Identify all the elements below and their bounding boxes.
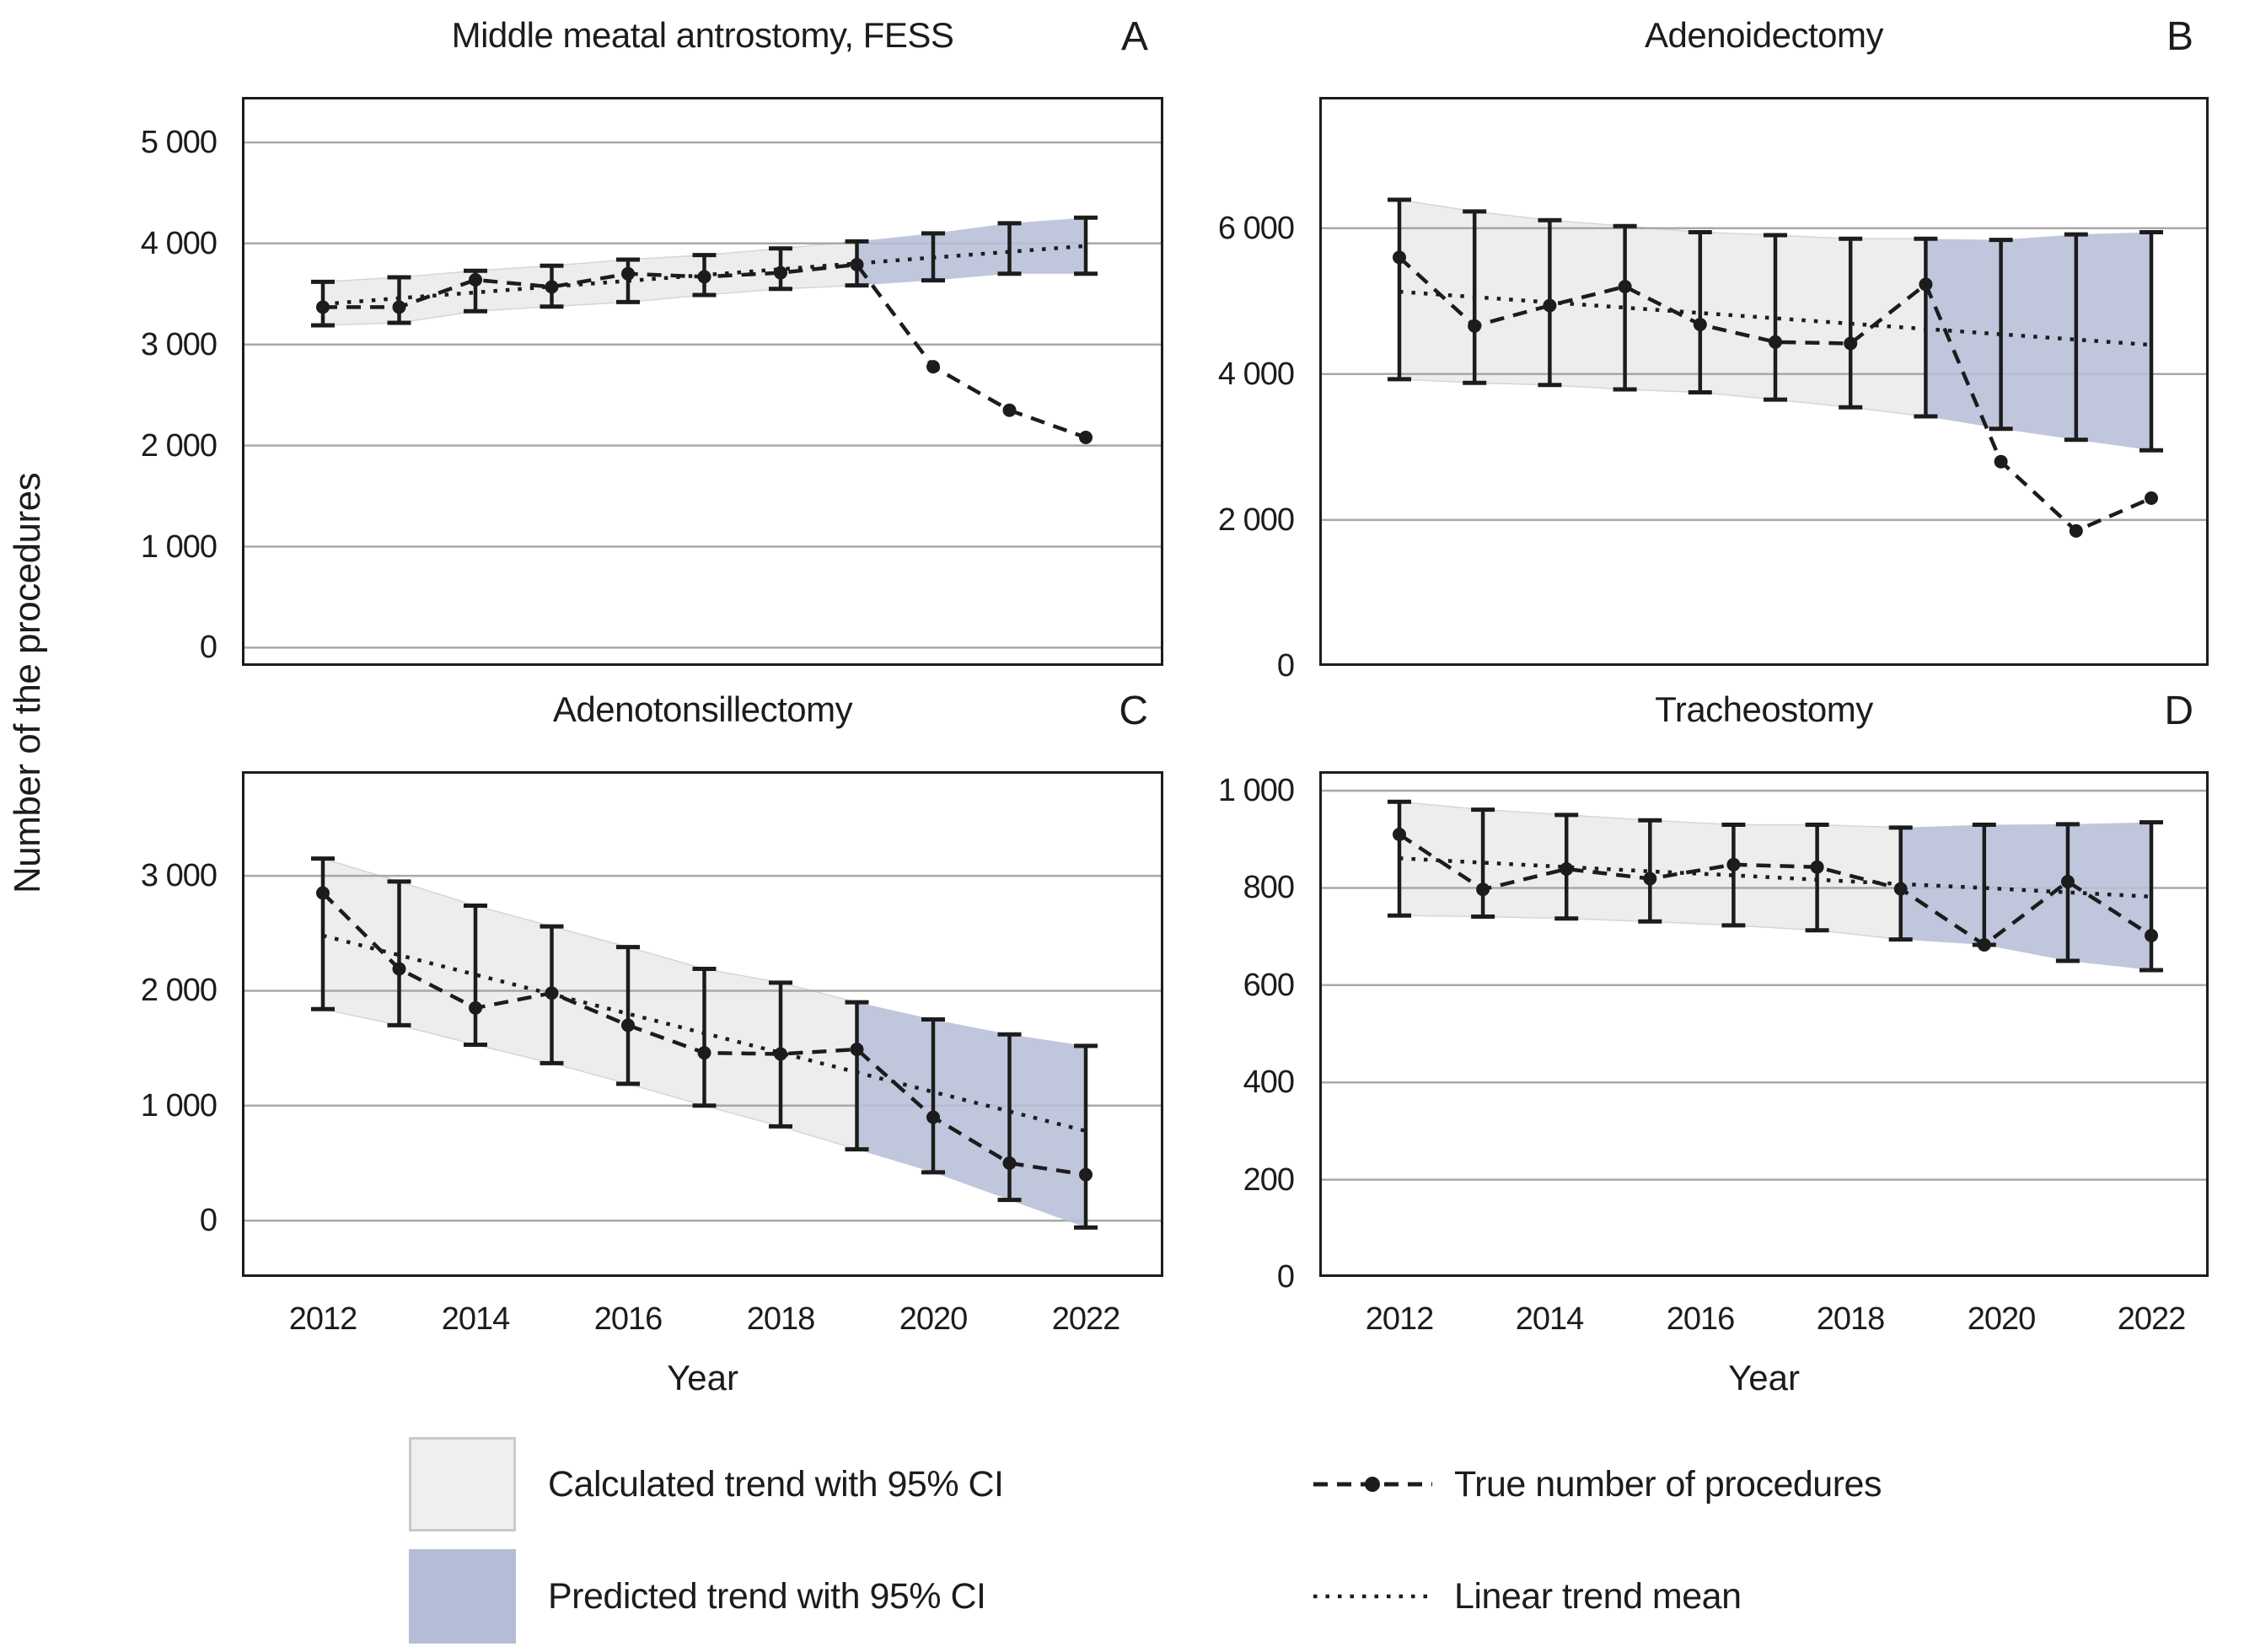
panel-d-ytick-200: 200 xyxy=(1243,1162,1295,1198)
panel-a-header: Middle meatal antrostomy, FESS A xyxy=(242,14,1163,62)
panel-c-plot xyxy=(242,771,1163,1281)
panel-d-ytick-1000: 1 000 xyxy=(1217,773,1295,808)
panel-b: Adenoidectomy B 0 2 000 4 000 6 000 xyxy=(1218,14,2209,684)
panel-a-ytick-1000: 1 000 xyxy=(140,529,217,565)
panel-a-plot xyxy=(242,97,1163,670)
panel-d-xtick-2022: 2022 xyxy=(2117,1301,2187,1337)
panel-a-ytick-2000: 2 000 xyxy=(140,428,217,464)
panel-d-xtick-2018: 2018 xyxy=(1816,1301,1886,1337)
panel-a-y-ticks: 0 1 000 2 000 3 000 4 000 5 000 xyxy=(73,97,217,666)
panel-d-x-ticks: 2012 2014 2016 2018 2020 2022 xyxy=(1319,1301,2209,1343)
panel-b-plot xyxy=(1319,97,2209,670)
panel-d-title: Tracheostomy xyxy=(1655,689,1873,729)
panel-c-ytick-3000: 3 000 xyxy=(140,858,217,893)
panel-c-x-ticks: 2012 2014 2016 2018 2020 2022 xyxy=(242,1301,1163,1343)
linear-trend-line-icon xyxy=(1312,1549,1434,1644)
panel-d-xtick-2014: 2014 xyxy=(1515,1301,1585,1337)
panel-b-ytick-4000: 4 000 xyxy=(1217,357,1295,392)
panel-c-xtick-2014: 2014 xyxy=(441,1301,511,1337)
panel-c: Adenotonsillectomy C 0 1 000 2 000 3 000 20… xyxy=(141,689,1163,1397)
panel-c-xtick-2022: 2022 xyxy=(1051,1301,1121,1337)
panel-a-ytick-0: 0 xyxy=(199,630,217,665)
panel-c-ytick-2000: 2 000 xyxy=(140,973,217,1008)
panel-c-xtick-2020: 2020 xyxy=(899,1301,969,1337)
panel-c-header: Adenotonsillectomy C xyxy=(242,689,1163,737)
panel-b-ytick-6000: 6 000 xyxy=(1217,211,1295,246)
panel-d-xtick-2016: 2016 xyxy=(1666,1301,1736,1337)
panel-d-xtick-2020: 2020 xyxy=(1967,1301,2037,1337)
panel-c-letter: C xyxy=(1119,689,1148,733)
predicted-ci-swatch-icon xyxy=(409,1549,516,1644)
y-axis-label: Number of the procedures xyxy=(7,472,48,893)
panel-c-xtick-2016: 2016 xyxy=(593,1301,663,1337)
panel-b-ytick-0: 0 xyxy=(1276,648,1295,684)
panel-d-ytick-0: 0 xyxy=(1276,1259,1295,1295)
panel-d-ytick-800: 800 xyxy=(1243,870,1295,905)
panel-b-letter: B xyxy=(2166,14,2193,59)
calculated-ci-label: Calculated trend with 95% CI xyxy=(548,1463,1004,1504)
panel-a-title: Middle meatal antrostomy, FESS xyxy=(451,15,954,55)
panel-d-y-ticks: 0 200 400 600 800 1 000 xyxy=(1151,771,1295,1295)
panel-b-title: Adenoidectomy xyxy=(1644,15,1884,55)
panel-d-plot xyxy=(1319,771,2209,1281)
true-number-label: True number of procedures xyxy=(1454,1463,1882,1504)
panel-d-xtick-2012: 2012 xyxy=(1365,1301,1435,1337)
panel-c-xtick-2018: 2018 xyxy=(746,1301,816,1337)
panel-a-letter: A xyxy=(1120,14,1148,59)
panel-b-y-ticks: 0 2 000 4 000 6 000 xyxy=(1151,97,1295,684)
panel-b-header: Adenoidectomy B xyxy=(1319,14,2209,62)
panel-c-title: Adenotonsillectomy xyxy=(552,689,853,729)
panel-c-xtick-2012: 2012 xyxy=(288,1301,358,1337)
linear-trend-label: Linear trend mean xyxy=(1454,1575,1742,1617)
panel-c-ytick-1000: 1 000 xyxy=(140,1088,217,1124)
panel-d-ytick-400: 400 xyxy=(1243,1065,1295,1100)
panel-a-ytick-3000: 3 000 xyxy=(140,327,217,362)
panel-a-ytick-5000: 5 000 xyxy=(140,125,217,160)
panel-d-header: Tracheostomy D xyxy=(1319,689,2209,737)
calculated-ci-swatch-icon xyxy=(409,1437,516,1531)
panel-c-y-ticks: 0 1 000 2 000 3 000 xyxy=(73,771,217,1277)
panel-c-x-axis-label: Year xyxy=(667,1358,738,1397)
panel-d-x-axis-label: Year xyxy=(1728,1358,1800,1397)
predicted-ci-label: Predicted trend with 95% CI xyxy=(548,1575,986,1617)
panel-a: Middle meatal antrostomy, FESS A 0 1 000 2… xyxy=(141,14,1163,666)
panel-a-ytick-4000: 4 000 xyxy=(140,226,217,261)
true-number-line-icon xyxy=(1312,1437,1434,1531)
panel-c-ytick-0: 0 xyxy=(199,1203,217,1238)
panel-d-ytick-600: 600 xyxy=(1243,968,1295,1003)
panel-d: Tracheostomy D 0 200 400 600 800 1 000 2012 20… xyxy=(1218,689,2209,1397)
panel-d-letter: D xyxy=(2164,689,2193,733)
panel-b-ytick-2000: 2 000 xyxy=(1217,502,1295,538)
